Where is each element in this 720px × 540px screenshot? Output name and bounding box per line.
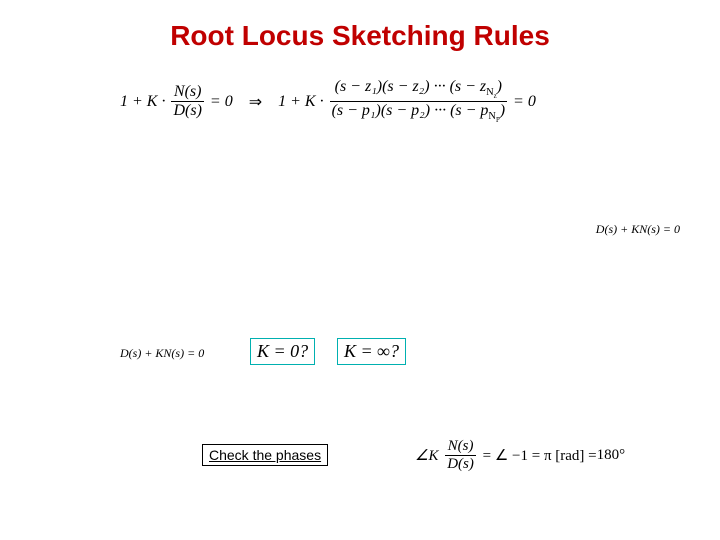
eq1-num2-main: (s − z₁)(s − z₂) ··· (s − z: [335, 78, 487, 95]
eq1-num: N(s): [171, 83, 203, 102]
characteristic-equation: 1 + K · N(s) D(s) = 0 ⇒ 1 + K · (s − z₁)…: [120, 78, 680, 125]
eq1-den2: (s − p₁)(s − p₂) ··· (s − pNP): [330, 102, 507, 125]
eq1-num2: (s − z₁)(s − z₂) ··· (s − zNz): [330, 78, 507, 102]
phase-frac: N(s) D(s): [445, 438, 476, 474]
eq1-den2-main: (s − p₁)(s − p₂) ··· (s − p: [332, 102, 489, 119]
title-text: Root Locus Sketching Rules: [170, 20, 550, 51]
bottom-eq-text: D(s) + KN(s) = 0: [120, 346, 204, 360]
eq1-lead: 1 + K ·: [120, 93, 165, 111]
page-title: Root Locus Sketching Rules: [0, 20, 720, 52]
eq1-den: D(s): [171, 102, 203, 120]
eq1-zero: = 0: [210, 93, 233, 111]
lower-polynomial-equation: D(s) + KN(s) = 0: [120, 346, 204, 361]
phase-deg: 180°: [597, 447, 626, 464]
check-phases-box: Check the phases: [202, 444, 328, 466]
k-inf-text: K = ∞?: [344, 341, 399, 361]
check-phases-text: Check the phases: [209, 447, 321, 463]
side-eq-text: D(s) + KN(s) = 0: [596, 222, 680, 236]
k-zero-text: K = 0?: [257, 341, 308, 361]
phase-angle: ∠K: [415, 446, 438, 465]
k-infinity-box: K = ∞?: [337, 338, 406, 365]
phase-num: N(s): [445, 438, 476, 456]
eq1-frac-factored: (s − z₁)(s − z₂) ··· (s − zNz) (s − p₁)(…: [330, 78, 507, 125]
eq1-num2-sub: N: [486, 87, 494, 98]
eq1-implies: ⇒: [249, 92, 262, 112]
phase-den: D(s): [445, 456, 476, 473]
eq1-den2-close: ): [500, 102, 505, 119]
eq1-lead2: 1 + K ·: [278, 93, 323, 111]
eq1-num2-close: ): [497, 78, 502, 95]
phase-mid: = ∠ −1 = π [rad] =: [483, 446, 597, 465]
k-zero-box: K = 0?: [250, 338, 315, 365]
side-polynomial-equation: D(s) + KN(s) = 0: [596, 222, 680, 237]
eq1-frac-ND: N(s) D(s): [171, 83, 203, 121]
eq1-den2-sub: N: [488, 111, 496, 122]
eq1-zero2: = 0: [513, 93, 536, 111]
phase-condition-equation: ∠K N(s) D(s) = ∠ −1 = π [rad] = 180°: [415, 438, 625, 474]
